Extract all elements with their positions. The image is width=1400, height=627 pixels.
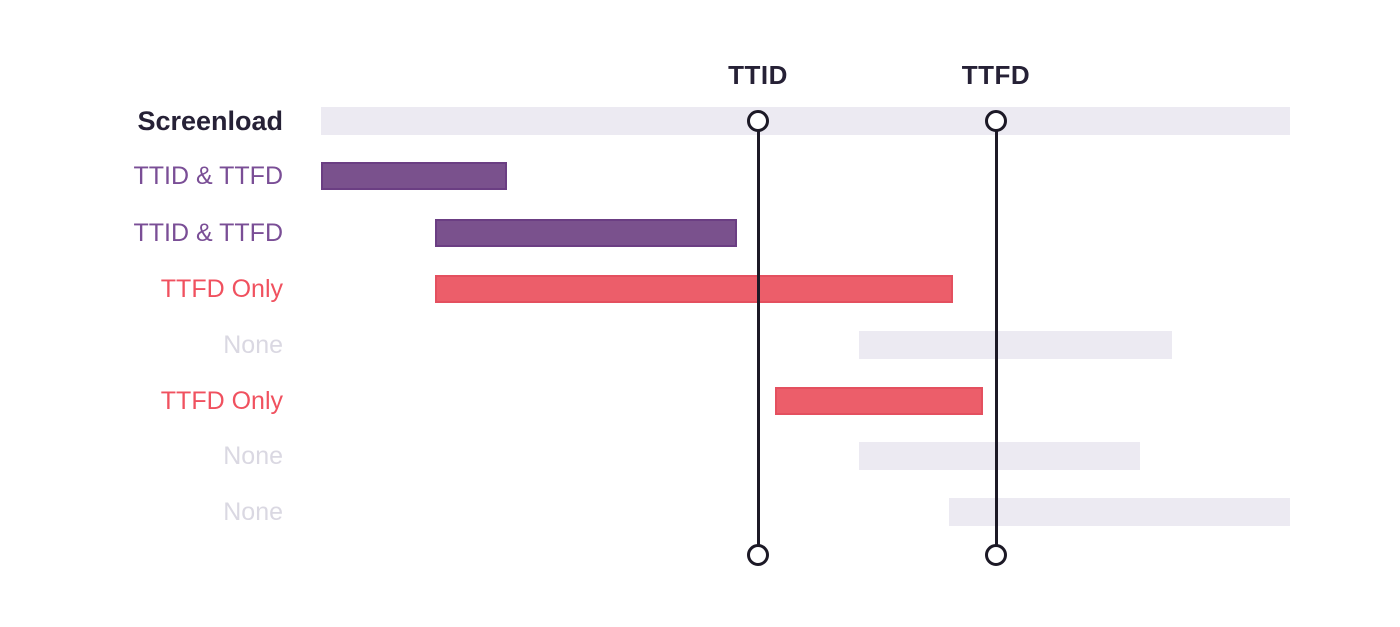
row-label: TTID & TTFD [133, 219, 283, 247]
row-bar [859, 331, 1172, 359]
row-label: TTFD Only [160, 275, 283, 303]
ttfd-top-circle-icon [985, 110, 1007, 132]
row-bar [435, 275, 953, 303]
row-bar [775, 387, 983, 415]
ttfd-line [994, 121, 998, 555]
row-label: None [223, 331, 283, 359]
row-bar [949, 498, 1290, 526]
row-label: None [223, 498, 283, 526]
row-bar [859, 442, 1140, 470]
row-label: TTFD Only [160, 387, 283, 415]
row-label: None [223, 442, 283, 470]
ttid-label: TTID [728, 60, 788, 90]
row-label: Screenload [137, 106, 283, 136]
ttid-top-circle-icon [747, 110, 769, 132]
ttid-line [756, 121, 760, 555]
row-bar [435, 219, 737, 247]
row-bar [321, 162, 507, 190]
ttid-bottom-circle-icon [747, 544, 769, 566]
ttfd-bottom-circle-icon [985, 544, 1007, 566]
row-label: TTID & TTFD [133, 162, 283, 190]
ttfd-label: TTFD [961, 60, 1031, 90]
row-bar [321, 107, 1290, 135]
